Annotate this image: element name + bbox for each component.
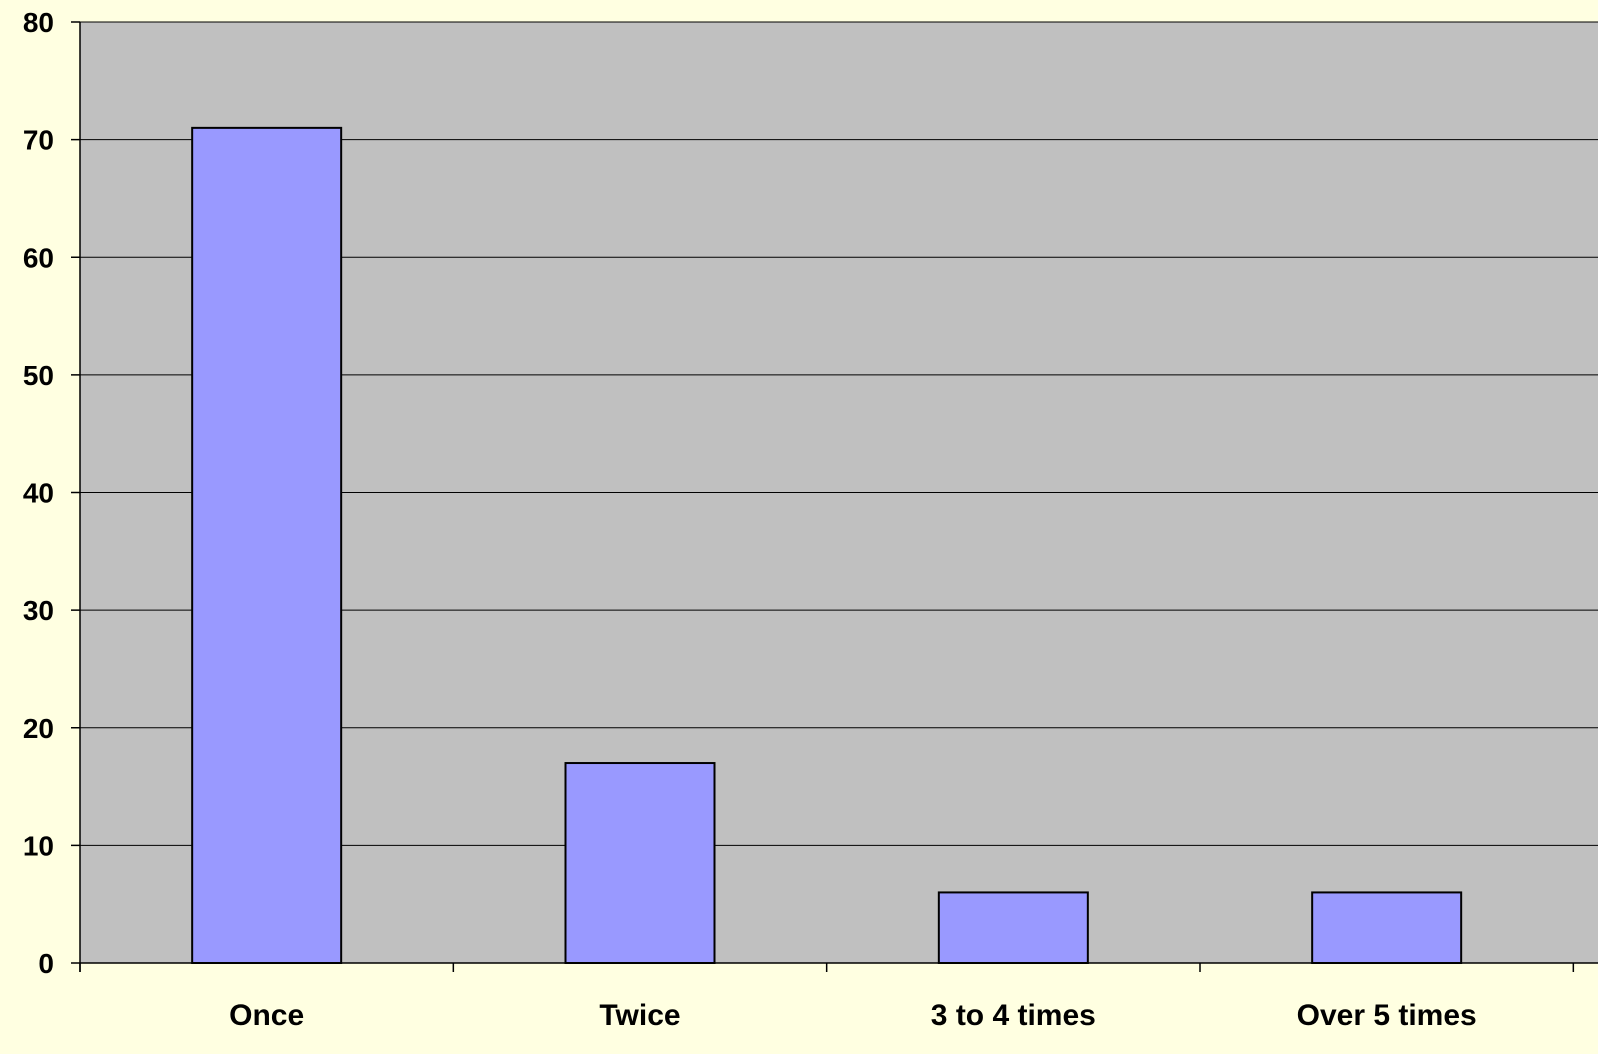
y-tick-label: 30 [23, 595, 54, 626]
x-tick-label: 3 to 4 times [931, 999, 1096, 1032]
y-tick-label: 0 [38, 948, 54, 979]
bar-once [191, 126, 343, 965]
y-tick-label: 20 [23, 713, 54, 744]
x-tick-label: Twice [599, 999, 680, 1032]
x-tick-label: Over 5 times [1297, 999, 1477, 1032]
y-tick-label: 70 [23, 125, 54, 156]
axes [71, 21, 1598, 972]
y-tick-label: 40 [23, 478, 54, 509]
y-tick-label: 80 [23, 7, 54, 38]
x-tick-label: Once [229, 999, 304, 1032]
x-axis-tick-labels: Once Twice 3 to 4 times Over 5 times [229, 999, 1477, 1032]
y-axis-tick-labels: 0 10 20 30 40 50 60 70 80 [23, 7, 54, 979]
bar-twice [564, 762, 716, 964]
y-tick-label: 60 [23, 242, 54, 273]
bar-over-5-times [1311, 891, 1463, 964]
bars [191, 126, 1463, 965]
y-tick-label: 50 [23, 360, 54, 391]
y-tick-label: 10 [23, 830, 54, 861]
bar-3-to-4-times [937, 891, 1089, 964]
